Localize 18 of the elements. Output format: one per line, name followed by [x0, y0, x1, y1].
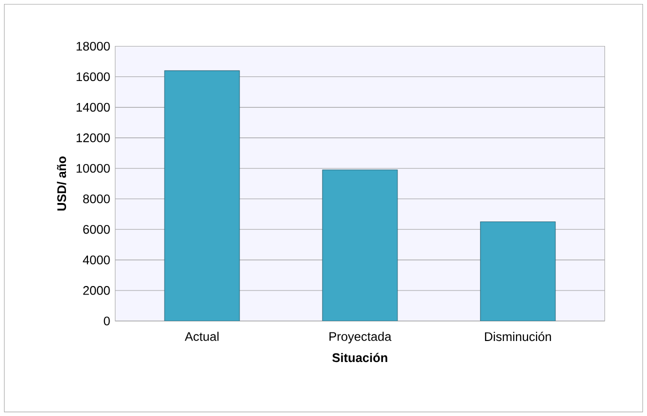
- x-tick-label: Proyectada: [330, 332, 392, 344]
- bar: [480, 221, 556, 321]
- y-tick-label: 16000: [76, 72, 110, 82]
- y-tick-label: 4000: [82, 255, 110, 264]
- y-axis-title: USD/ año: [56, 156, 66, 210]
- x-axis-title: Situación: [332, 352, 388, 362]
- y-tick-label: 12000: [76, 133, 110, 142]
- y-tick-label: 10000: [76, 164, 110, 173]
- y-tick-label: 6000: [83, 224, 110, 234]
- y-tick-label: 0: [104, 316, 110, 326]
- bar: [322, 170, 398, 321]
- bar: [164, 70, 240, 321]
- x-tick-label: Disminución: [485, 332, 551, 341]
- y-tick-label: 14000: [76, 102, 110, 112]
- x-tick-label: Actual: [184, 332, 218, 341]
- y-tick-label: 8000: [83, 194, 110, 204]
- y-tick-label: 2000: [83, 286, 110, 295]
- y-tick-label: 18000: [76, 42, 110, 51]
